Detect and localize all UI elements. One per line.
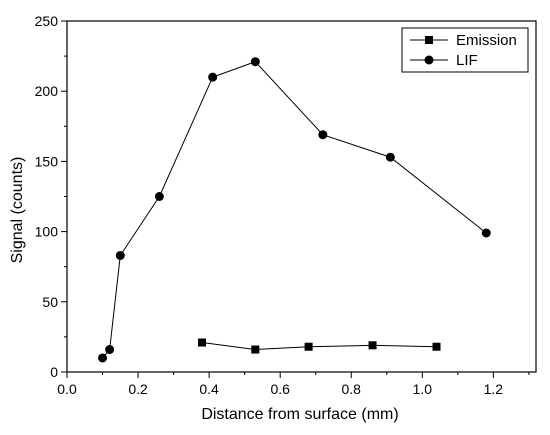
series-line-lif [102, 61, 487, 359]
data-point-lif [208, 72, 218, 82]
y-tick-label: 150 [35, 153, 59, 169]
x-tick-label: 0.4 [199, 381, 219, 397]
data-point-lif [154, 192, 164, 201]
y-tick-label: 100 [35, 224, 59, 240]
x-tick-label: 1.0 [413, 381, 433, 397]
series-line-emission [201, 342, 437, 351]
data-point-lif [105, 345, 115, 355]
data-series [98, 57, 491, 363]
x-tick-label: 0.2 [128, 381, 148, 397]
x-tick-label: 0.6 [270, 381, 290, 397]
y-tick-label: 200 [35, 83, 59, 99]
legend: Emission LIF [401, 27, 529, 73]
y-tick-label: 50 [42, 294, 58, 310]
legend-emission-label: Emission [456, 32, 517, 49]
data-point-emission [198, 338, 207, 347]
x-tick-label: 0.0 [57, 381, 77, 397]
data-point-lif [318, 130, 328, 140]
plot-frame [66, 20, 537, 373]
data-point-lif [115, 250, 125, 260]
data-point-lif [385, 152, 395, 162]
x-tick-label: 0.8 [342, 381, 362, 397]
legend-emission-marker [425, 36, 433, 44]
legend-lif-label: LIF [456, 52, 478, 69]
plot-area [66, 20, 537, 373]
series-lif [98, 57, 491, 363]
data-point-emission [304, 342, 313, 351]
axes: 0.0 0.2 0.4 0.6 0.8 1.0 1.2 0 50 100 150 200 250 [35, 13, 530, 397]
data-point-emission [432, 342, 441, 351]
data-point-emission [368, 341, 377, 350]
y-axis-title: Signal (counts) [9, 157, 26, 264]
series-emission [198, 338, 441, 354]
y-tick-label: 250 [35, 13, 59, 29]
data-point-lif [481, 228, 491, 238]
y-tick-label: 0 [50, 364, 58, 380]
data-point-emission [251, 345, 260, 354]
legend-box [401, 27, 529, 73]
x-tick-label: 1.2 [484, 381, 504, 397]
x-axis-title: Distance from surface (mm) [201, 406, 398, 423]
legend-lif-marker [424, 55, 434, 65]
data-point-lif [250, 57, 260, 67]
data-point-lif [98, 353, 108, 363]
